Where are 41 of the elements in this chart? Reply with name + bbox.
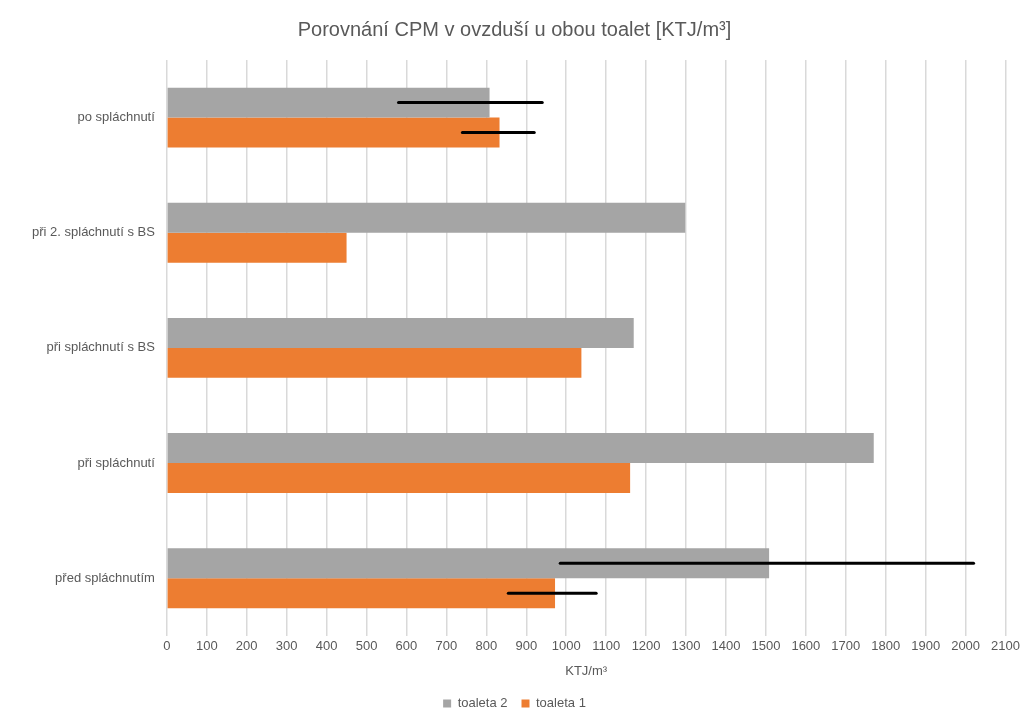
- x-tick-label: 1600: [791, 638, 821, 654]
- legend-label: toaleta 1: [536, 695, 586, 711]
- bar: [167, 317, 634, 348]
- x-tick-label: 1800: [871, 638, 901, 654]
- bar: [167, 232, 347, 263]
- x-tick-label: 100: [195, 638, 218, 654]
- bar: [167, 578, 556, 609]
- y-tick-label: před spláchnutím: [55, 569, 155, 585]
- bar: [167, 433, 874, 464]
- x-tick-label: 500: [355, 638, 378, 654]
- y-tick-label: při spláchnutí s BS: [46, 339, 156, 355]
- x-tick-label: 1000: [551, 638, 581, 654]
- x-tick-label: 1300: [671, 638, 701, 654]
- x-axis-title: KTJ/m³: [565, 662, 608, 678]
- bar: [167, 347, 582, 378]
- x-tick-label: 1700: [831, 638, 861, 654]
- x-tick-label: 1400: [711, 638, 741, 654]
- bar: [167, 548, 770, 579]
- bar: [167, 202, 686, 233]
- bar: [167, 117, 500, 148]
- x-tick-label: 400: [315, 638, 338, 654]
- x-tick-label: 900: [515, 638, 538, 654]
- x-tick-label: 800: [475, 638, 498, 654]
- x-tick-label: 700: [435, 638, 458, 654]
- bar: [167, 87, 490, 118]
- x-tick-label: 2100: [991, 638, 1020, 654]
- legend-label: toaleta 2: [457, 695, 508, 711]
- x-tick-label: 1100: [592, 638, 621, 654]
- x-tick-label: 1900: [911, 638, 941, 654]
- y-tick-label: po spláchnutí: [77, 109, 156, 125]
- x-tick-label: 0: [163, 638, 171, 654]
- x-tick-label: 300: [275, 638, 298, 654]
- x-tick-label: 1200: [631, 638, 661, 654]
- x-tick-label: 200: [235, 638, 258, 654]
- x-tick-label: 1500: [751, 638, 781, 654]
- x-tick-label: 2000: [951, 638, 981, 654]
- y-tick-label: při spláchnutí: [77, 454, 156, 470]
- x-tick-label: 600: [395, 638, 418, 654]
- bar: [167, 463, 631, 493]
- y-tick-label: při 2. spláchnutí s BS: [32, 224, 156, 240]
- chart-title: Porovnání CPM v ovzduší u obou toalet [KTJ/m³]: [297, 17, 732, 40]
